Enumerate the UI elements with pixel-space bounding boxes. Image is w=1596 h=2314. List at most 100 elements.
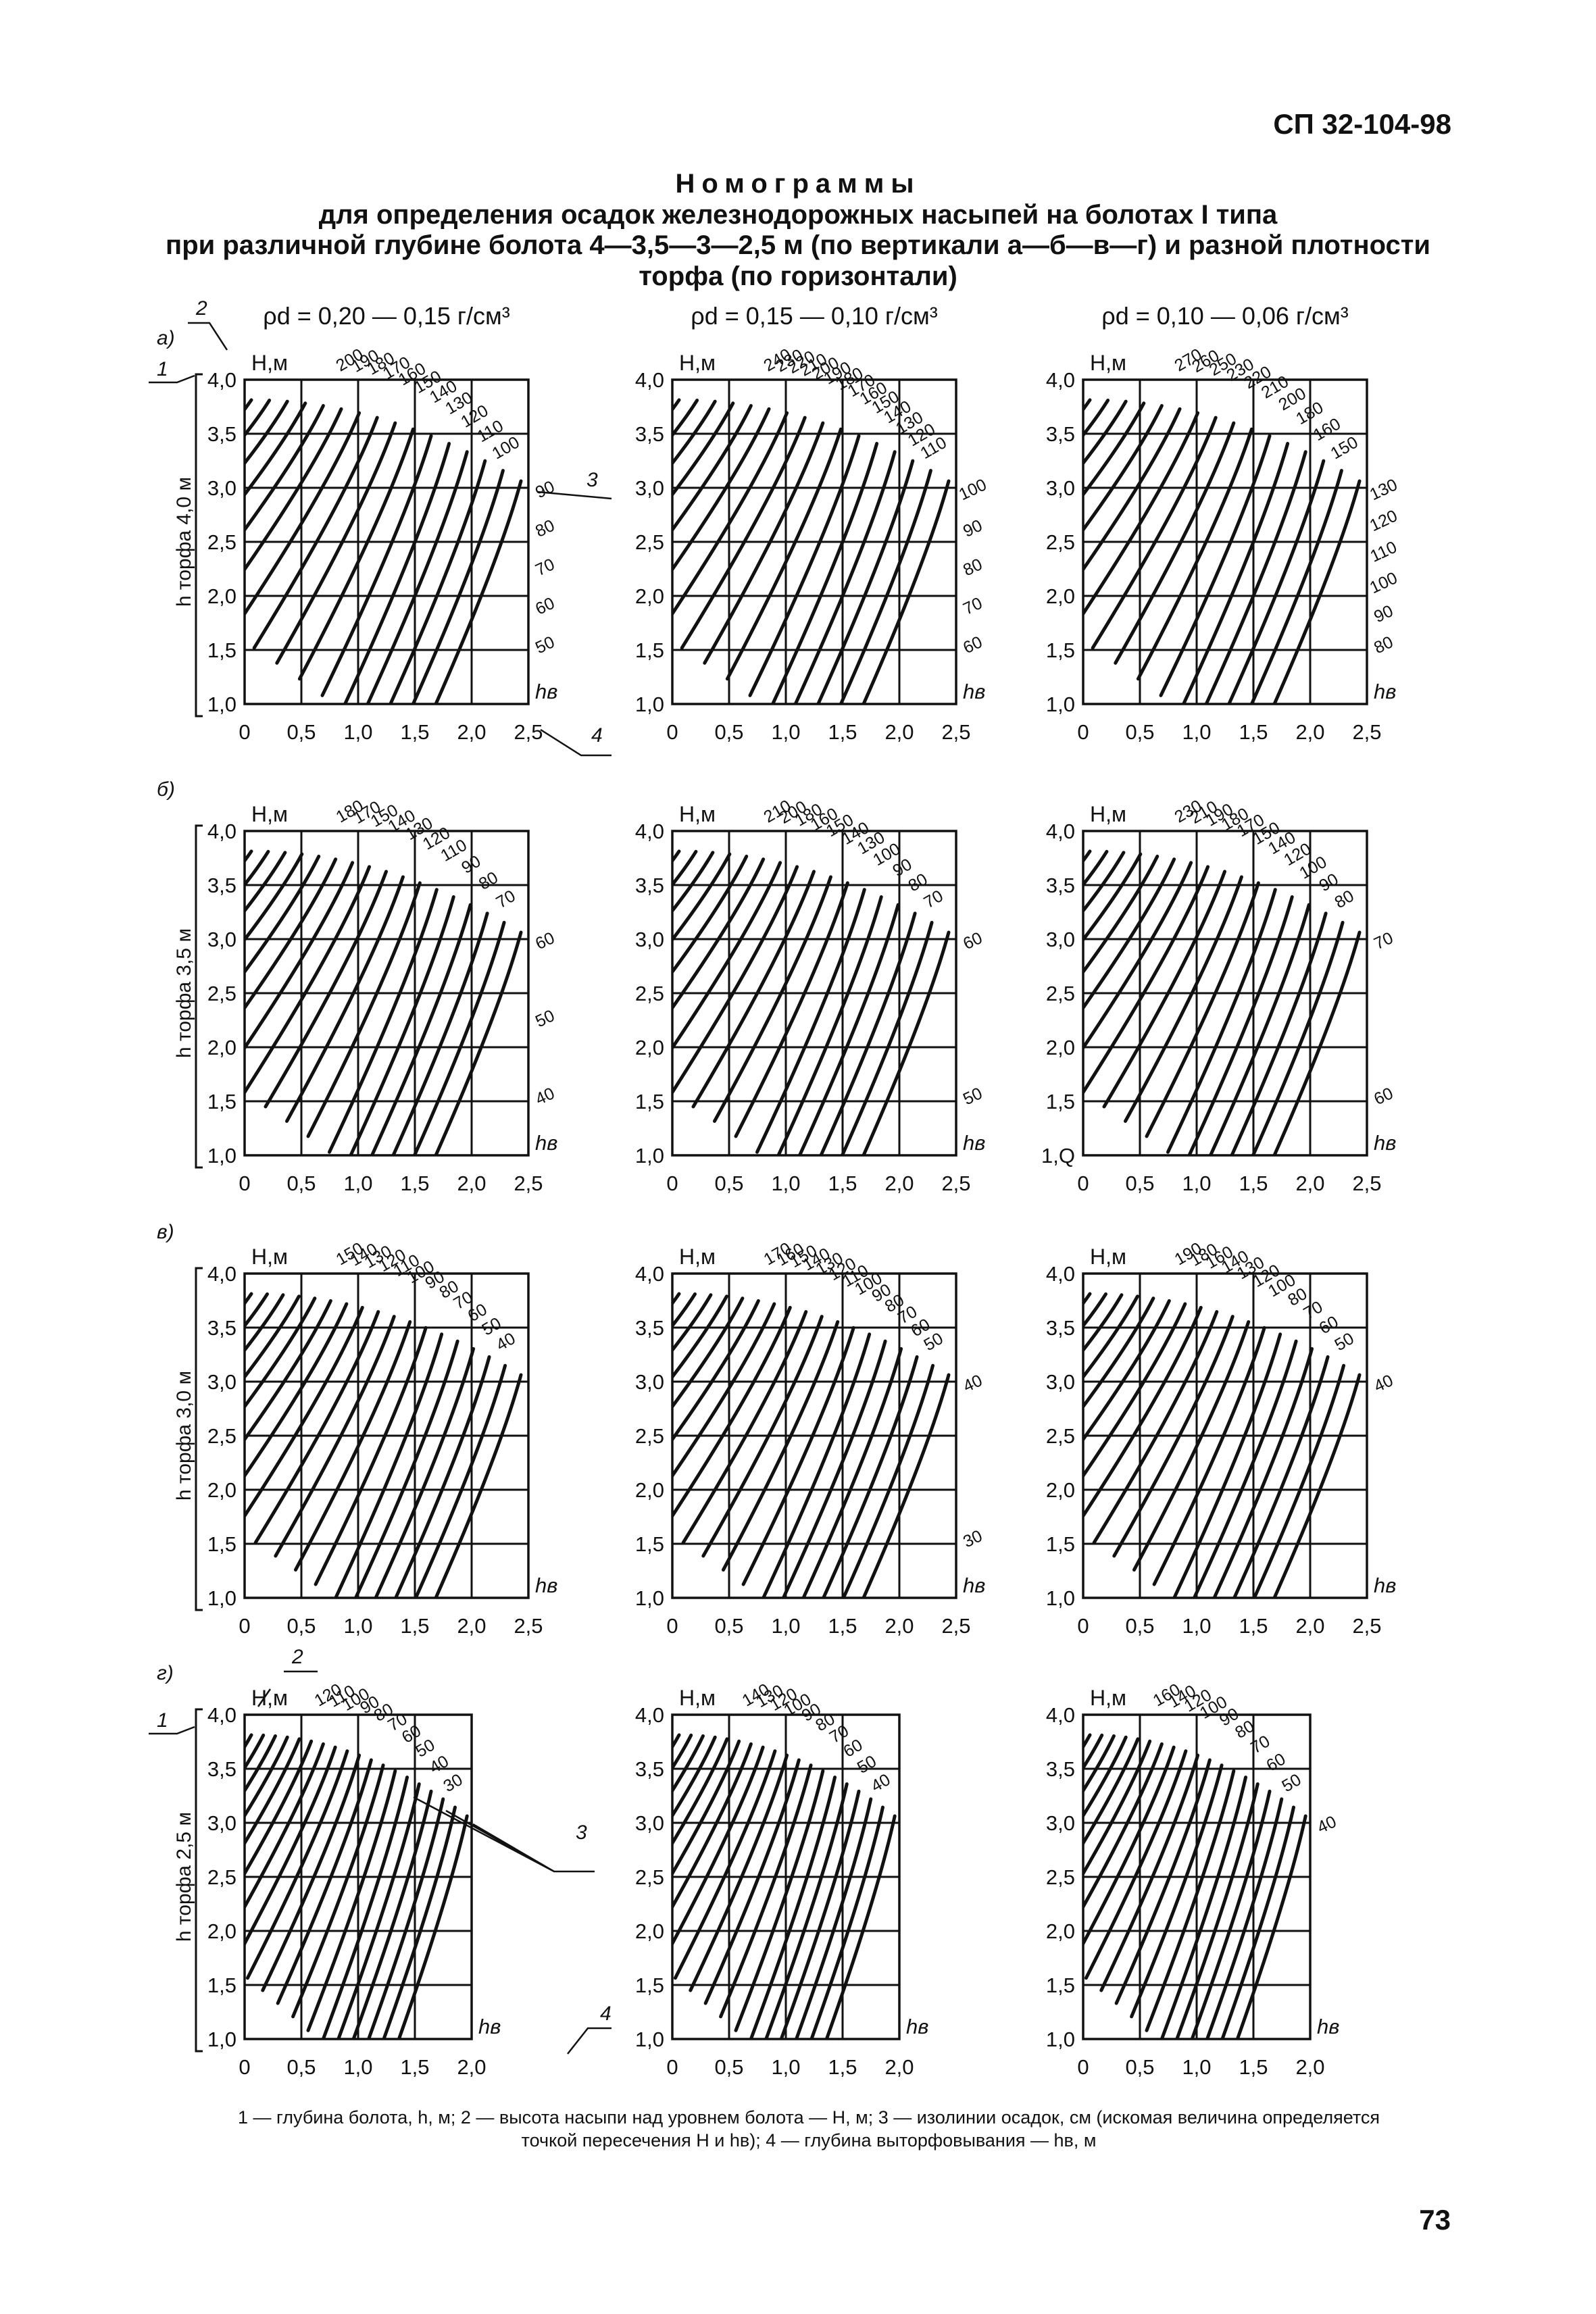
settlement-isoline (741, 1326, 855, 1586)
y-axis-title: H,м (1090, 1244, 1126, 1269)
y-tick-label: 3,5 (635, 422, 664, 446)
settlement-isoline (394, 1355, 491, 1598)
settlement-isoline (413, 920, 506, 1155)
callout-number-1: 1 (157, 1709, 168, 1732)
x-tick-label: 1,5 (1239, 2055, 1268, 2079)
settlement-isoline (245, 857, 338, 1011)
settlement-isoline (245, 399, 272, 438)
y-tick-label: 2,0 (207, 1919, 236, 1943)
settlement-isoline (1083, 865, 1210, 1095)
isoline-value-label: 80 (1371, 632, 1396, 657)
settlement-isoline (370, 903, 472, 1155)
isoline-value-label: 80 (960, 555, 985, 580)
y-tick-label: 2,0 (635, 1478, 664, 1502)
settlement-isoline (1083, 861, 1193, 1051)
nomogram-plot: 4,03,53,02,52,01,51,00 0,5 1,0 1,5 2,0 2,5H,м… (635, 797, 986, 1195)
x-axis-title: hв (963, 1131, 985, 1155)
x-tick-label: 1,0 (1182, 1614, 1211, 1638)
x-axis-title: hв (1374, 1574, 1396, 1597)
isoline-value-label: 80 (1332, 886, 1357, 912)
y-tick-label: 1,5 (207, 1973, 236, 1997)
y-tick-label: 1,5 (1046, 1973, 1075, 1997)
settlement-isoline (1083, 1294, 1139, 1380)
settlement-isoline (672, 1745, 765, 1947)
nomogram-row: б)h торфа 3,5 м4,03,53,02,52,01,51,00 0,5… (157, 778, 1396, 1195)
settlement-isoline (1230, 911, 1328, 1155)
settlement-isoline (1172, 1332, 1282, 1598)
y-tick-label: 2,5 (635, 1424, 664, 1448)
nomogram-plot: 4,03,53,02,52,01,51,00 0,5 1,0 1,5 2,0 2,5H,м… (207, 797, 558, 1195)
settlement-isoline (1083, 1742, 1164, 1911)
x-axis-title: hв (963, 1574, 985, 1597)
settlement-isoline (274, 1315, 396, 1558)
settlement-isoline (397, 1814, 469, 2039)
y-tick-label: 2,0 (635, 1036, 664, 1059)
y-tick-label: 2,5 (635, 530, 664, 554)
x-axis-title: hв (963, 680, 985, 703)
settlement-isoline (374, 1347, 476, 1598)
settlement-isoline (1272, 1373, 1362, 1598)
settlement-isoline (672, 857, 766, 1011)
x-tick-label: 1,0 (771, 1614, 800, 1638)
y-tick-label: 2,5 (1046, 1424, 1075, 1448)
y-tick-label: 1,0 (1046, 1586, 1075, 1610)
y-tick-label: 1,0 (1046, 693, 1075, 716)
nomogram-row: а)h торфа 4,0 м4,03,53,02,52,01,51,00 0,5… (157, 327, 1400, 744)
settlement-isoline (672, 861, 782, 1051)
settlement-isoline (771, 442, 879, 704)
isoline-value-label: 40 (1371, 1371, 1396, 1396)
settlement-isoline (261, 1753, 361, 1992)
x-tick-label: 0,5 (286, 720, 316, 744)
settlement-isoline (1083, 857, 1176, 1011)
x-tick-label: 0,5 (286, 1614, 316, 1638)
x-tick-label: 2,5 (1352, 1614, 1381, 1638)
x-tick-label: 1,5 (1239, 1614, 1268, 1638)
isoline-value-label: 40 (1314, 1812, 1339, 1837)
settlement-isoline (672, 1733, 693, 1771)
settlement-isoline (703, 421, 825, 665)
settlement-isoline (245, 865, 372, 1095)
y-tick-label: 4,0 (207, 1262, 236, 1286)
isoline-group (1083, 398, 1362, 704)
settlement-isoline (1083, 1734, 1116, 1794)
settlement-isoline (245, 399, 289, 466)
settlement-isoline (245, 1297, 317, 1409)
y-tick-label: 3,5 (1046, 874, 1075, 897)
isoline-group (672, 849, 951, 1155)
x-tick-label: 0 (1077, 1614, 1089, 1638)
x-tick-label: 0,5 (1125, 1614, 1154, 1638)
y-tick-label: 2,5 (1046, 1865, 1075, 1889)
settlement-isoline (1159, 1776, 1248, 2039)
settlement-isoline (245, 1733, 266, 1771)
x-tick-label: 1,0 (1182, 1172, 1211, 1195)
x-tick-label: 0 (239, 2055, 250, 2079)
y-tick-label: 4,0 (1046, 1703, 1075, 1727)
callout-leader-1 (149, 1726, 195, 1735)
y-tick-label: 3,5 (635, 1757, 664, 1781)
isoline-value-label: 90 (1371, 601, 1396, 626)
isoline-value-label: 50 (1332, 1329, 1357, 1355)
settlement-isoline (762, 1332, 872, 1598)
nomogram-row: в)h торфа 3,0 м4,03,53,02,52,01,51,00 0,5… (157, 1221, 1396, 1638)
isoline-group (245, 1292, 523, 1598)
isoline-value-label: 110 (1368, 538, 1400, 566)
settlement-isoline (839, 469, 932, 704)
y-axis-title: H,м (679, 1686, 716, 1710)
y-tick-label: 1,0 (207, 1586, 236, 1610)
settlement-isoline (1114, 1758, 1212, 2005)
settlement-isoline (672, 1734, 705, 1794)
x-tick-label: 1,0 (1182, 720, 1211, 744)
y-tick-label: 1,0 (207, 693, 236, 716)
y-tick-label: 2,0 (207, 584, 236, 608)
isoline-value-label: 70 (921, 886, 947, 912)
settlement-isoline (776, 895, 883, 1155)
y-tick-label: 2,5 (1046, 530, 1075, 554)
nomogram-plot: 4,03,53,02,52,01,51,00 0,5 1,0 1,5 2,0H,мhв1… (635, 1680, 929, 2079)
x-tick-label: 0 (666, 1614, 678, 1638)
settlement-isoline (1130, 1763, 1224, 2019)
settlement-isoline (719, 1763, 813, 2019)
settlement-isoline (1145, 1769, 1236, 2032)
isoline-value-label: 30 (960, 1526, 985, 1551)
settlement-isoline (672, 399, 699, 438)
